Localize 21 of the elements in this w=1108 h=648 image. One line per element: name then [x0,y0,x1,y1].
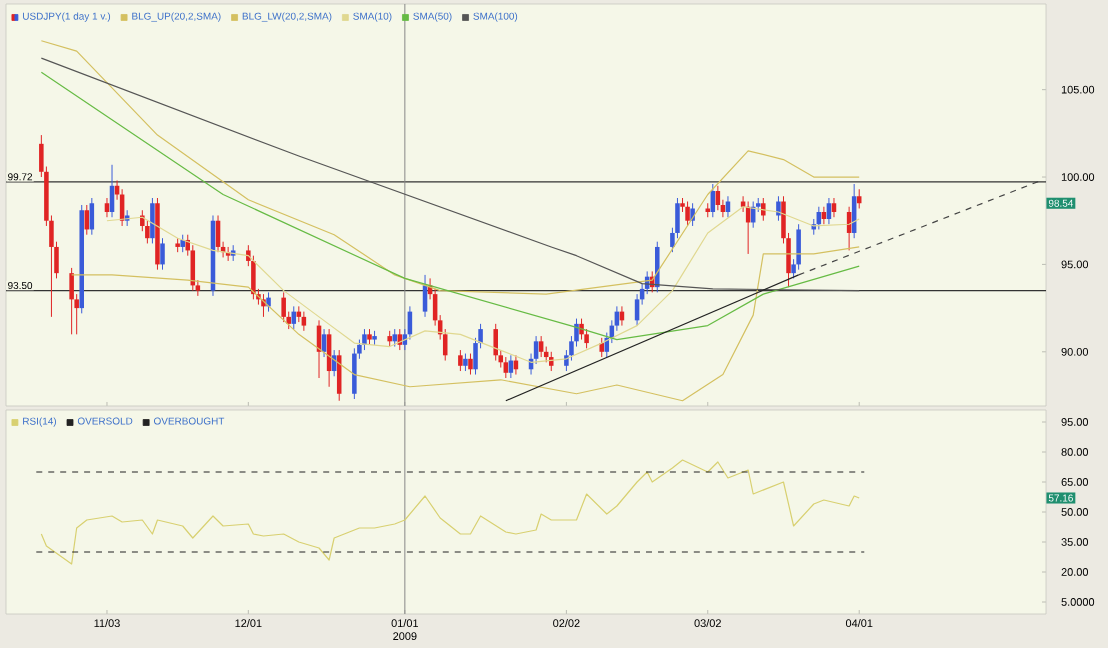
candlestick [468,353,473,376]
candlestick [599,337,605,358]
candlestick [352,347,357,400]
candlestick [301,311,307,332]
candlestick [493,323,498,362]
candlestick [458,349,463,372]
candlestick [796,223,801,271]
candlestick [655,241,660,293]
line-series [40,71,860,341]
line-series [40,459,860,565]
candlestick [831,197,837,218]
candlestick [150,197,155,244]
candlestick [685,201,690,227]
candlestick [579,318,584,341]
candlestick [104,197,110,218]
candlestick [160,237,165,271]
candlestick [281,291,286,323]
line-series [71,246,860,402]
candlestick [69,267,74,335]
candlestick [538,335,544,358]
candlestick [503,356,509,379]
